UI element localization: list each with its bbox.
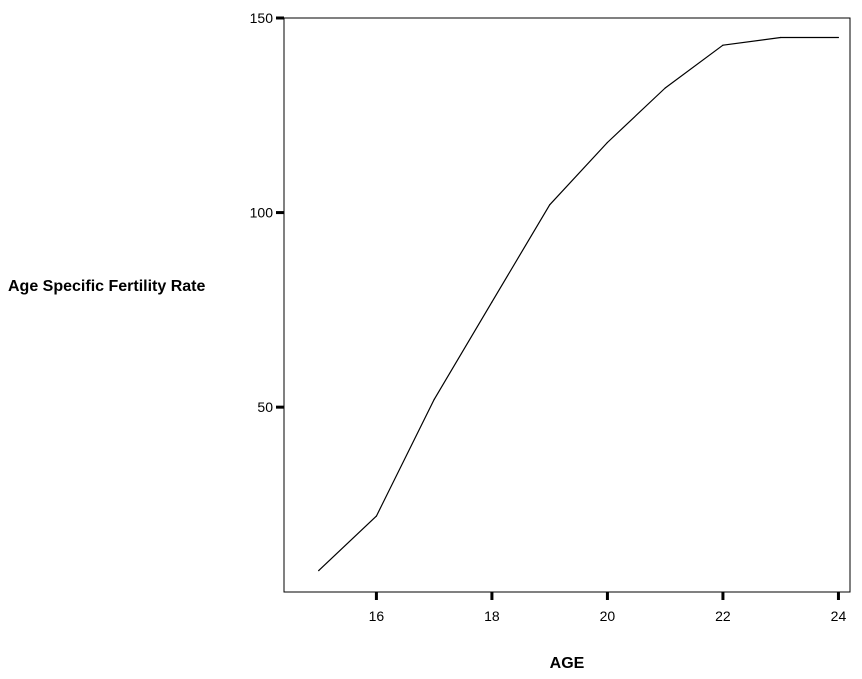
data-point: [433, 398, 435, 400]
y-axis-title: Age Specific Fertility Rate: [8, 278, 205, 295]
y-axis: 50 100 150: [250, 10, 284, 415]
x-tick-label: 16: [369, 608, 385, 624]
data-point: [375, 515, 377, 517]
data-point: [780, 36, 782, 39]
series-line: [318, 36, 839, 572]
x-tick-label: 24: [831, 608, 847, 624]
x-tick-label: 22: [715, 608, 731, 624]
data-point: [837, 36, 840, 39]
series-layer: [318, 36, 840, 572]
x-axis: 16 18 20 22 24: [369, 592, 847, 624]
plot-area: [283, 17, 851, 593]
y-tick-label: 50: [257, 399, 273, 415]
data-point: [549, 204, 551, 206]
y-tick-label: 100: [250, 205, 274, 221]
x-tick-label: 20: [600, 608, 616, 624]
data-point: [606, 141, 609, 144]
y-tick-label: 150: [250, 10, 274, 26]
x-tick-label: 18: [484, 608, 500, 624]
data-point: [722, 44, 724, 46]
data-point: [664, 87, 666, 89]
data-point: [318, 570, 320, 572]
data-point: [491, 301, 493, 303]
x-axis-title: AGE: [550, 655, 585, 672]
